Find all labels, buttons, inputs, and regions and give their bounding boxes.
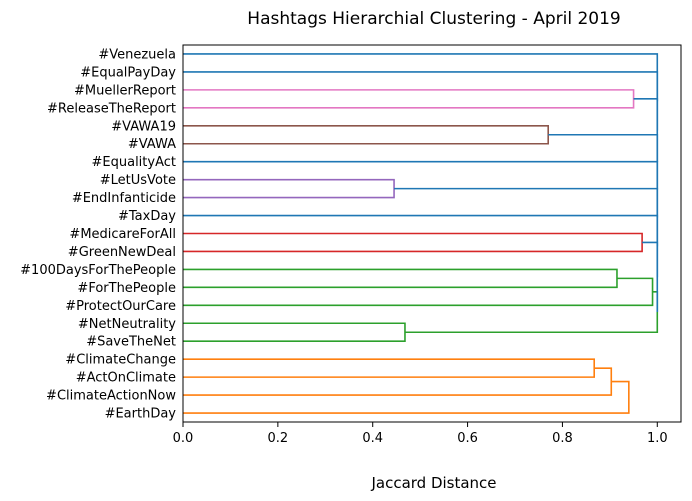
leaf-label: #ForThePeople: [77, 281, 176, 296]
dendrogram-link-8: [183, 178, 395, 199]
x-tick-label: 0.2: [268, 431, 289, 446]
x-axis-label: Jaccard Distance: [370, 474, 496, 492]
dendrogram-link-6: [404, 291, 659, 334]
leaf-label: #EqualityAct: [92, 155, 177, 170]
leaf-label: #MedicareForAll: [69, 227, 176, 242]
dendrogram-link-7: [183, 232, 643, 253]
dendrogram-link-10: [183, 89, 635, 109]
leaf-label: #ActOnClimate: [76, 371, 176, 386]
leaf-label: #ClimateChange: [65, 353, 176, 368]
axes-frame: [182, 44, 682, 423]
x-tick-label: 0.0: [173, 431, 194, 446]
dendrogram-link-9: [183, 124, 549, 145]
dendrogram-link-12: [183, 214, 659, 278]
dendrogram-link-16: [633, 98, 659, 163]
leaf-label: #100DaysForThePeople: [20, 263, 176, 278]
x-axis-ticks: 0.0 0.2 0.4 0.6 0.8 1.0: [173, 422, 668, 446]
leaf-label: #EqualPayDay: [80, 65, 176, 80]
dendrogram-link-5: [183, 322, 406, 343]
dendrogram-links: [183, 53, 659, 414]
dendrogram-link-4: [183, 277, 654, 307]
leaf-label: #ProtectOurCare: [65, 299, 176, 314]
dendrogram-link-3: [183, 268, 618, 289]
leaf-label: #EarthDay: [105, 407, 177, 422]
x-tick-label: 0.8: [552, 431, 573, 446]
chart-title: Hashtags Hierarchial Clustering - April …: [247, 9, 620, 29]
leaf-label: #VAWA19: [111, 119, 176, 134]
leaf-label: #ClimateActionNow: [46, 389, 176, 404]
dendrogram-link-13: [394, 187, 659, 247]
leaf-label: #SaveTheNet: [86, 335, 176, 350]
leaf-labels: #Venezuela #EqualPayDay #MuellerReport #Rel…: [20, 47, 176, 421]
dendrogram-link-11: [642, 241, 659, 313]
leaf-label: #MuellerReport: [74, 83, 176, 98]
x-tick-label: 1.0: [647, 431, 668, 446]
x-tick-label: 0.6: [457, 431, 478, 446]
leaf-label: #GreenNewDeal: [68, 245, 176, 260]
dendrogram-link-1: [183, 367, 613, 396]
dendrogram-link-17: [183, 71, 659, 131]
dendrogram-link-14: [183, 160, 659, 218]
dendrogram-link-2: [183, 380, 630, 414]
leaf-label: #Venezuela: [98, 47, 176, 62]
leaf-label: #EndInfanticide: [72, 191, 176, 206]
leaf-label: #NetNeutrality: [78, 317, 176, 332]
leaf-label: #LetUsVote: [100, 173, 176, 188]
dendrogram-link-18: [183, 53, 659, 102]
leaf-label: #VAWA: [128, 137, 176, 152]
x-tick-label: 0.4: [362, 431, 383, 446]
dendrogram-link-0: [183, 358, 596, 378]
leaf-label: #TaxDay: [118, 209, 176, 224]
leaf-label: #ReleaseTheReport: [47, 101, 176, 116]
